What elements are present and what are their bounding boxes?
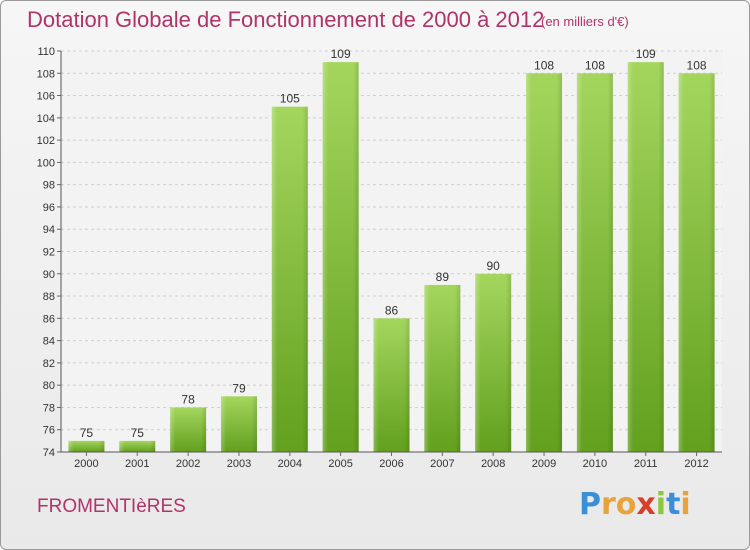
y-tick-label: 100	[37, 157, 55, 169]
y-tick-label: 82	[43, 358, 55, 370]
logo-letter: o	[615, 487, 637, 522]
y-tick-label: 80	[43, 380, 55, 392]
y-tick-label: 84	[43, 336, 55, 348]
y-tick-label: 104	[37, 113, 55, 125]
y-tick-label: 102	[37, 135, 55, 147]
bar-shade	[220, 396, 257, 452]
data-label: 90	[487, 259, 501, 273]
data-label: 109	[636, 47, 656, 61]
y-tick-label: 86	[43, 313, 55, 325]
bar-shade	[424, 284, 461, 452]
y-tick-label: 76	[43, 425, 55, 437]
bar-shade	[576, 73, 613, 453]
data-label: 79	[232, 381, 246, 395]
x-tick-label: 2012	[684, 458, 708, 470]
proxiti-logo: Proxiti	[579, 487, 691, 522]
bar-shade	[526, 73, 563, 453]
logo-letter: x	[636, 487, 656, 522]
y-tick-label: 90	[43, 269, 55, 281]
y-tick-label: 108	[37, 68, 55, 80]
x-tick-label: 2007	[430, 458, 454, 470]
y-tick-label: 78	[43, 402, 55, 414]
x-tick-label: 2003	[227, 458, 251, 470]
x-tick-label: 2006	[379, 458, 403, 470]
data-label: 108	[687, 58, 707, 72]
bar-shade	[322, 62, 359, 453]
chart-title: Dotation Globale de Fonctionnement de 20…	[27, 7, 545, 32]
y-tick-label: 96	[43, 202, 55, 214]
logo-letter: i	[680, 487, 691, 522]
logo-letter: P	[579, 487, 601, 522]
y-tick-label: 88	[43, 291, 55, 303]
x-tick-label: 2005	[328, 458, 352, 470]
x-tick-label: 2000	[74, 458, 98, 470]
logo-letter: i	[655, 487, 667, 522]
x-tick-label: 2001	[125, 458, 149, 470]
data-label: 86	[385, 303, 399, 317]
data-label: 75	[80, 426, 94, 440]
x-tick-label: 2011	[634, 458, 658, 470]
data-label: 109	[331, 47, 351, 61]
data-label: 89	[436, 270, 450, 284]
y-tick-label: 98	[43, 180, 55, 192]
y-tick-label: 110	[37, 46, 55, 58]
bar-shade	[627, 62, 664, 453]
data-label: 75	[131, 426, 145, 440]
x-tick-label: 2010	[583, 458, 607, 470]
data-label: 78	[181, 392, 195, 406]
y-tick-label: 106	[37, 91, 55, 103]
x-tick-label: 2002	[176, 458, 200, 470]
bar-shade	[68, 440, 105, 452]
x-tick-label: 2008	[481, 458, 505, 470]
y-tick-label: 94	[43, 224, 55, 236]
bar-shade	[119, 440, 156, 452]
data-label: 105	[280, 92, 300, 106]
bar-shade	[170, 407, 207, 452]
data-label: 108	[585, 58, 605, 72]
bar-shade	[678, 73, 715, 453]
bar-shade	[271, 106, 308, 452]
commune-name: FROMENTIèRES	[37, 496, 186, 517]
y-tick-label: 92	[43, 247, 55, 259]
x-tick-label: 2004	[278, 458, 302, 470]
bar-shade	[373, 318, 410, 452]
x-tick-label: 2009	[532, 458, 556, 470]
bar-shade	[475, 273, 512, 452]
unit-note: (en milliers d'€)	[541, 14, 629, 29]
y-tick-label: 74	[43, 447, 55, 459]
logo-letter: r	[601, 487, 616, 522]
data-label: 108	[534, 58, 554, 72]
logo-letter: t	[666, 487, 681, 522]
